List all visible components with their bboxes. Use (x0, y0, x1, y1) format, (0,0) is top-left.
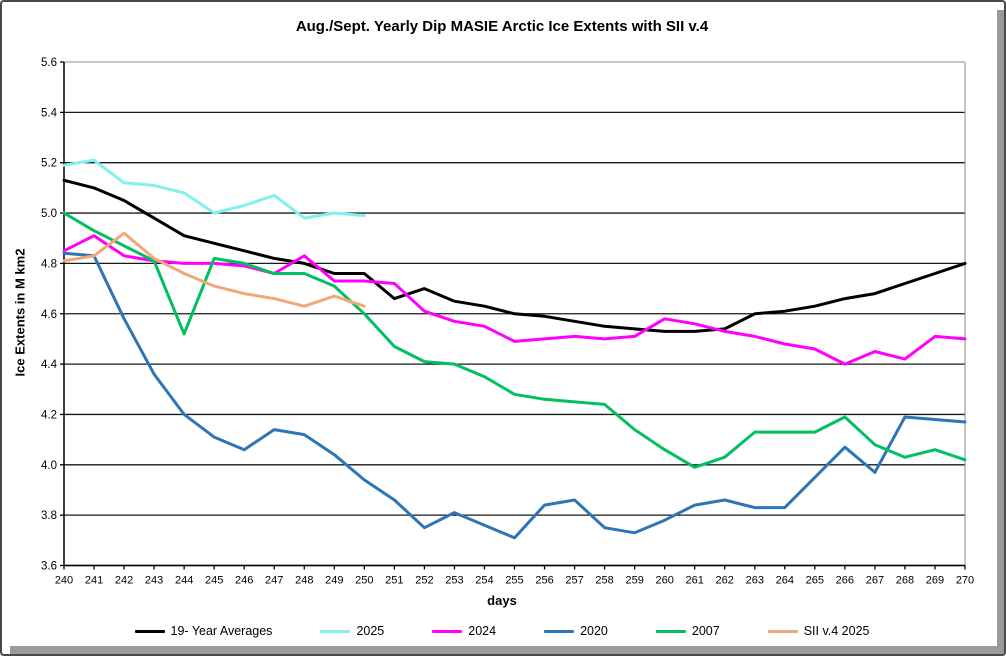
legend-item-2025: 2025 (320, 624, 384, 638)
x-tick-label-247: 247 (265, 575, 283, 587)
legend-swatch-icon (432, 629, 463, 633)
x-tick-label-267: 267 (866, 575, 884, 587)
legend-item-19--year-averages: 19- Year Averages (134, 624, 273, 638)
y-tick-label-4.8: 4.8 (41, 258, 57, 270)
x-tick-label-269: 269 (926, 575, 944, 587)
x-tick-label-240: 240 (55, 575, 73, 587)
legend-swatch-icon (134, 629, 165, 633)
window-shadow-right (997, 10, 1004, 654)
x-tick-label-241: 241 (85, 575, 103, 587)
x-tick-label-261: 261 (686, 575, 704, 587)
x-axis-title: days (487, 593, 517, 608)
series-line-2007 (62, 211, 967, 469)
legend-label: 2007 (691, 624, 720, 638)
y-tick-label-5.6: 5.6 (41, 57, 57, 69)
x-tick-label-266: 266 (836, 575, 854, 587)
x-tick-label-263: 263 (746, 575, 764, 587)
y-tick-label-5.2: 5.2 (41, 158, 57, 170)
series-line-19--year-averages (62, 178, 967, 333)
x-tick-label-242: 242 (115, 575, 133, 587)
legend-swatch-icon (544, 629, 575, 633)
x-tick-label-260: 260 (655, 575, 673, 587)
x-tick-label-264: 264 (776, 575, 794, 587)
x-tick-label-255: 255 (505, 575, 523, 587)
x-tick-label-249: 249 (325, 575, 343, 587)
legend-swatch-icon (655, 629, 686, 633)
legend-item-2007: 2007 (655, 624, 720, 638)
legend-item-2020: 2020 (544, 624, 608, 638)
legend-label: SII v.4 2025 (803, 624, 870, 638)
series-line-sii-v.4-2025 (62, 231, 366, 308)
legend-item-2024: 2024 (432, 624, 496, 638)
x-tick-label-246: 246 (235, 575, 253, 587)
y-tick-label-4.2: 4.2 (41, 409, 57, 421)
x-tick-label-243: 243 (145, 575, 163, 587)
x-tick-label-262: 262 (716, 575, 734, 587)
x-tick-label-268: 268 (896, 575, 914, 587)
x-tick-label-248: 248 (295, 575, 313, 587)
chart-title: Aug./Sept. Yearly Dip MASIE Arctic Ice E… (295, 18, 709, 35)
legend-label: 2024 (468, 624, 497, 638)
legend-label: 19- Year Averages (170, 624, 273, 638)
x-tick-label-259: 259 (625, 575, 643, 587)
legend-item-sii-v.4-2025: SII v.4 2025 (767, 624, 870, 638)
x-tick-label-256: 256 (535, 575, 553, 587)
series-line-2025 (62, 158, 366, 220)
y-tick-label-5: 5.0 (41, 208, 57, 220)
x-tick-label-245: 245 (205, 575, 223, 587)
legend-swatch-icon (767, 629, 798, 633)
x-tick-label-251: 251 (385, 575, 403, 587)
x-tick-label-265: 265 (806, 575, 824, 587)
x-tick-label-258: 258 (595, 575, 613, 587)
series-line-2020 (62, 251, 967, 540)
x-tick-label-257: 257 (565, 575, 583, 587)
series-line-2024 (62, 234, 967, 366)
x-tick-label-244: 244 (175, 575, 193, 587)
legend-swatch-icon (320, 629, 351, 633)
x-tick-label-254: 254 (475, 575, 493, 587)
x-tick-label-270: 270 (956, 575, 974, 587)
y-tick-label-4: 4.0 (41, 460, 57, 472)
y-tick-label-3.8: 3.8 (41, 510, 57, 522)
legend-label: 2020 (580, 624, 608, 638)
legend-label: 2025 (356, 624, 385, 638)
x-tick-label-253: 253 (445, 575, 463, 587)
y-tick-label-4.6: 4.6 (41, 309, 57, 321)
window-shadow-bottom (10, 646, 1004, 654)
y-tick-label-4.4: 4.4 (41, 359, 58, 371)
x-tick-label-250: 250 (355, 575, 373, 587)
x-tick-label-252: 252 (415, 575, 433, 587)
legend: 19- Year Averages 2025 2024 2020 2007 SII v.4… (2, 624, 1002, 638)
y-tick-label-5.4: 5.4 (41, 107, 58, 119)
y-tick-label-3.6: 3.6 (41, 561, 57, 573)
